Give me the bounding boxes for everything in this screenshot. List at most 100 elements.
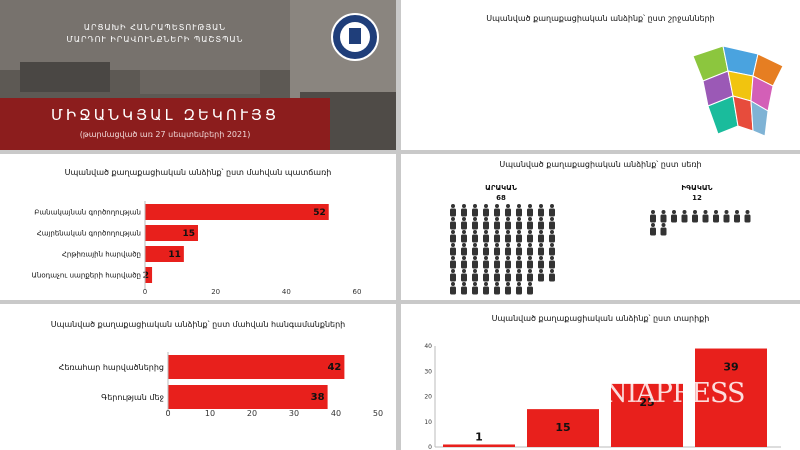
person-icon <box>538 247 544 256</box>
person-icon <box>528 269 532 273</box>
person-icon <box>539 269 543 273</box>
person-icon <box>528 282 532 286</box>
person-icon <box>461 260 467 269</box>
x-tick-label: 0 <box>143 288 147 296</box>
person-icon <box>473 269 477 273</box>
person-icon <box>527 208 533 217</box>
data-label: 52 <box>313 208 326 218</box>
person-icon <box>506 282 510 286</box>
person-icon <box>703 210 708 214</box>
person-icon <box>483 208 489 217</box>
person-icon <box>505 221 511 230</box>
person-icon <box>484 243 488 247</box>
org-line1: ԱՐՑԱԽԻ ՀԱՆՐԱՊԵՏՈՒԹՅԱՆ <box>83 23 227 32</box>
person-icon <box>495 243 499 247</box>
person-icon <box>450 221 456 230</box>
person-icon <box>472 221 478 230</box>
sex-chart-title: Սպանված քաղաքացիական անձինք՝ ըստ սեռի <box>499 160 702 169</box>
person-icon <box>494 260 500 269</box>
data-label: 1 <box>475 430 483 443</box>
person-icon <box>473 217 477 221</box>
x-tick-label: 30 <box>289 409 299 418</box>
person-icon <box>483 273 489 282</box>
person-icon <box>462 204 466 208</box>
cause-chart-title: Սպանված քաղաքացիական անձինք՝ ըստ մահվան … <box>64 168 332 177</box>
person-icon <box>451 282 455 286</box>
person-icon <box>473 243 477 247</box>
person-icon <box>661 210 666 214</box>
person-icon <box>538 234 544 243</box>
x-tick-label: 50 <box>373 409 383 418</box>
person-icon <box>450 234 456 243</box>
person-icon <box>484 217 488 221</box>
person-icon <box>472 273 478 282</box>
person-icon <box>661 223 666 227</box>
cause-chart-panel: Սպանված քաղաքացիական անձինք՝ ըստ մահվան … <box>0 154 396 300</box>
person-icon <box>483 247 489 256</box>
person-icon <box>549 221 555 230</box>
person-icon <box>450 260 456 269</box>
cause-chart: Բանակայնան գործողության 52 Հայրենական գործ… <box>32 201 361 296</box>
data-label: 11 <box>168 250 181 260</box>
person-icon <box>495 230 499 234</box>
x-tick-label: 10 <box>205 409 215 418</box>
data-label: 15 <box>182 229 195 239</box>
person-icon <box>549 208 555 217</box>
person-icon <box>517 282 521 286</box>
person-icon <box>517 217 521 221</box>
person-icon <box>745 210 750 214</box>
person-icon <box>506 204 510 208</box>
data-label: 38 <box>311 392 325 403</box>
person-icon <box>461 208 467 217</box>
person-icon <box>735 210 739 214</box>
age-chart-title: Սպանված քաղաքացիական անձինք՝ ըստ տարիքի <box>491 314 710 323</box>
person-icon <box>472 234 478 243</box>
person-icon <box>549 234 555 243</box>
person-icon <box>472 286 478 295</box>
person-icon <box>516 273 522 282</box>
person-icon <box>484 282 488 286</box>
rubble-background <box>0 0 396 150</box>
person-icon <box>650 227 656 236</box>
person-icon <box>472 260 478 269</box>
bar <box>168 385 328 409</box>
person-icon <box>505 286 511 295</box>
person-icon <box>462 282 466 286</box>
person-icon <box>451 230 455 234</box>
person-icon <box>527 260 533 269</box>
person-icon <box>450 273 456 282</box>
person-icon <box>538 221 544 230</box>
person-icon <box>451 269 455 273</box>
person-icon <box>651 223 655 227</box>
person-icon <box>724 210 729 214</box>
person-icon <box>516 286 522 295</box>
person-icon <box>516 234 522 243</box>
category-label: Հրթիռային հարվածը <box>62 250 141 258</box>
region-chart-panel: Սպանված քաղաքացիական անձինք՝ ըստ շրջաննե… <box>401 0 800 150</box>
person-icon <box>472 208 478 217</box>
circumstance-chart-title: Սպանված քաղաքացիական անձինք՝ ըստ մահվան … <box>50 320 346 329</box>
person-icon <box>516 208 522 217</box>
person-icon <box>473 204 477 208</box>
bar <box>168 355 345 379</box>
person-icon <box>527 247 533 256</box>
x-tick-label: 20 <box>211 288 220 296</box>
person-icon <box>671 214 677 223</box>
person-icon <box>550 256 554 260</box>
y-tick-label: 0 <box>428 444 432 450</box>
cover-panel: ԱՐՑԱԽԻ ՀԱՆՐԱՊԵՏՈՒԹՅԱՆ ՄԱՐԴՈՒ ԻՐԱՎՈՒՆՔՆԵՐ… <box>0 0 396 150</box>
person-icon <box>538 208 544 217</box>
bar <box>145 267 153 283</box>
bar <box>145 225 198 241</box>
person-icon <box>506 269 510 273</box>
category-label: Բանակայնան գործողության <box>34 208 141 216</box>
y-tick-label: 10 <box>424 419 432 426</box>
person-icon <box>494 221 500 230</box>
person-icon <box>461 286 467 295</box>
person-icon <box>461 221 467 230</box>
person-icon <box>483 234 489 243</box>
age-chart-panel: Սպանված քաղաքացիական անձինք՝ ըստ տարիքի … <box>401 304 800 450</box>
y-tick-label: 40 <box>424 343 432 350</box>
person-icon <box>450 208 456 217</box>
